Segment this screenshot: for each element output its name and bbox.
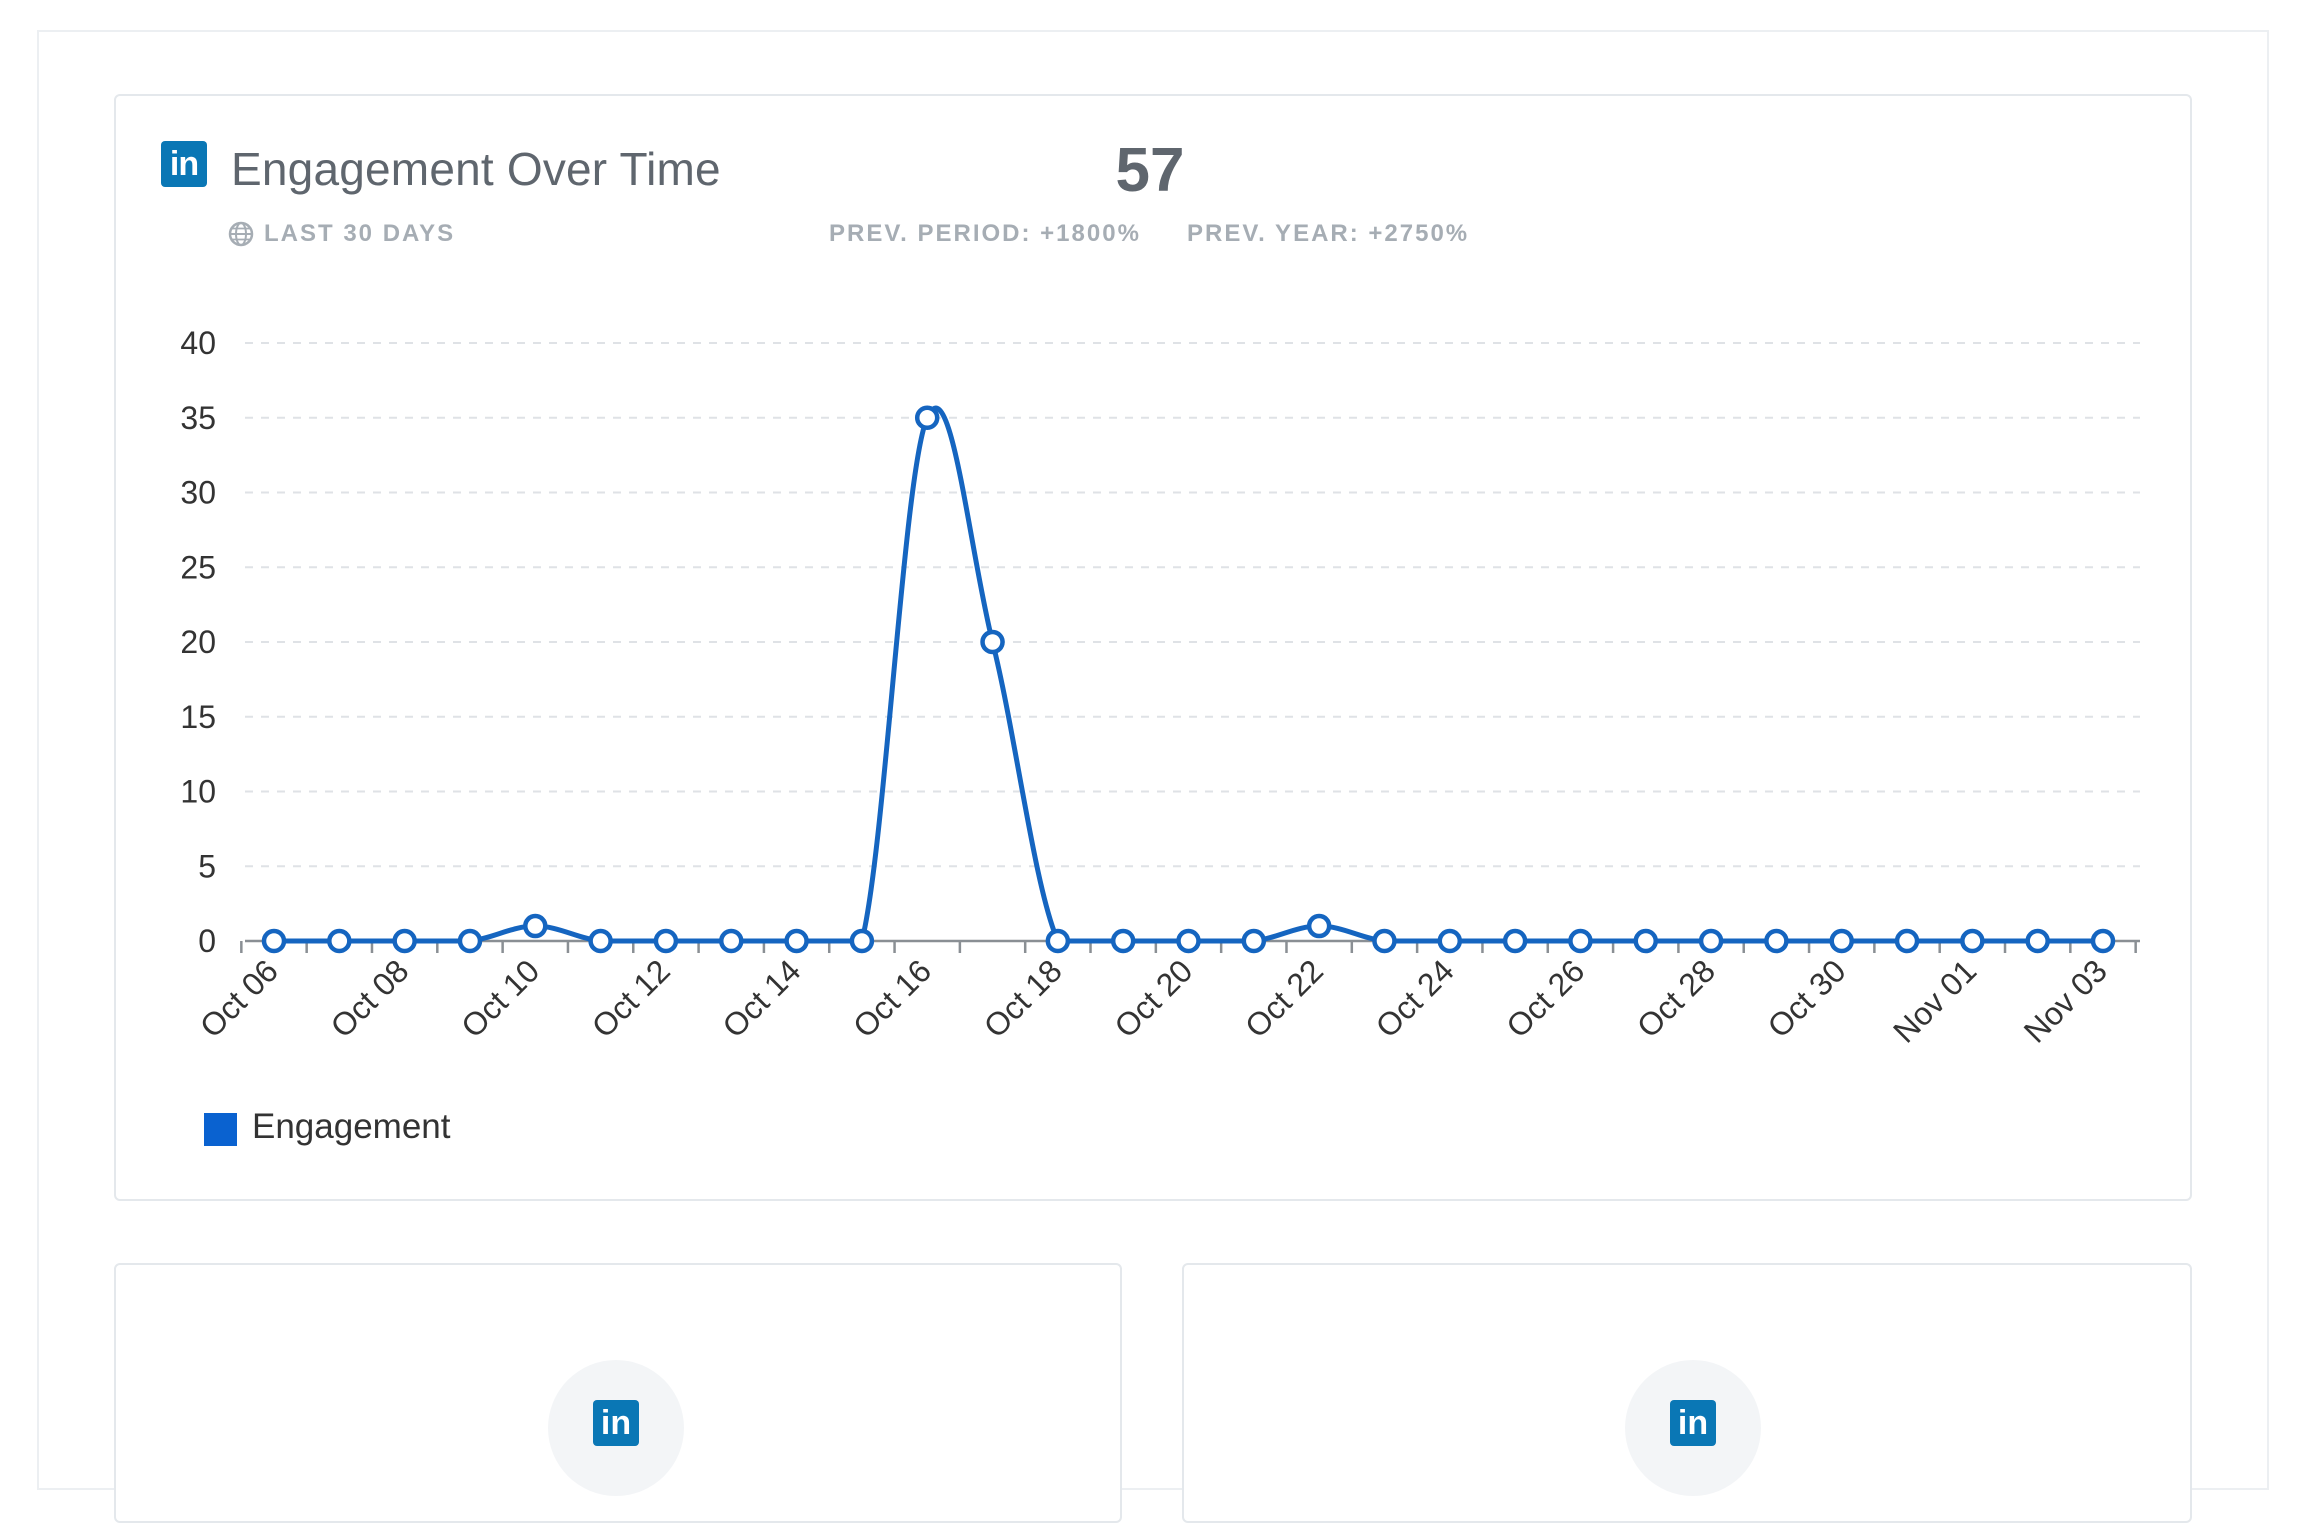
y-tick-label: 0 xyxy=(198,923,216,959)
x-axis-labels: Oct 06 Oct 08 Oct 10 Oct 12 Oct 14 Oct 16 Oct … xyxy=(193,952,2114,1049)
chart-title: Engagement Over Time xyxy=(231,143,721,195)
y-tick-label: 25 xyxy=(180,549,216,585)
data-point xyxy=(1437,928,1463,954)
data-point xyxy=(1306,913,1332,939)
x-tick-label: Oct 30 xyxy=(1761,952,1853,1044)
x-tick-label: Oct 08 xyxy=(323,952,415,1044)
x-tick-label: Oct 10 xyxy=(454,952,546,1044)
data-point xyxy=(1241,928,1267,954)
engagement-points xyxy=(261,405,2116,954)
y-tick-label: 5 xyxy=(198,848,216,884)
data-point xyxy=(1110,928,1136,954)
x-tick-label: Nov 01 xyxy=(1886,952,1983,1049)
linkedin-icon: in xyxy=(161,141,207,187)
data-point xyxy=(327,928,352,954)
data-point xyxy=(1698,928,1724,954)
engagement-card xyxy=(114,94,2192,1201)
data-point xyxy=(914,405,940,430)
legend-label[interactable]: Engagement xyxy=(252,1107,451,1146)
total-value: 57 xyxy=(1115,136,1185,205)
x-tick-label: Oct 26 xyxy=(1499,952,1591,1044)
data-point xyxy=(1502,928,1528,954)
data-point xyxy=(1829,928,1854,954)
data-point xyxy=(1633,928,1658,954)
y-tick-label: 35 xyxy=(180,400,216,436)
prev-year-change: PREV. YEAR: +2750% xyxy=(1187,220,1470,247)
legend-swatch[interactable] xyxy=(204,1113,237,1146)
engagement-series-line xyxy=(274,405,2103,944)
data-point xyxy=(1894,928,1920,954)
linkedin-icon: in xyxy=(593,1400,639,1446)
y-tick-label: 40 xyxy=(180,325,216,361)
data-point xyxy=(2090,928,2116,954)
x-tick-label: Nov 03 xyxy=(2017,952,2114,1049)
data-point xyxy=(784,928,809,954)
x-tick-label: Oct 24 xyxy=(1369,952,1461,1044)
data-point xyxy=(653,928,679,954)
data-point xyxy=(719,928,744,954)
data-point xyxy=(588,928,613,954)
x-tick-label: Oct 12 xyxy=(585,952,677,1044)
data-point xyxy=(261,928,287,954)
linkedin-icon: in xyxy=(1670,1400,1716,1446)
data-point xyxy=(980,629,1005,655)
globe-icon xyxy=(228,221,254,247)
date-range-label[interactable]: LAST 30 DAYS xyxy=(264,220,456,247)
data-point xyxy=(523,913,548,939)
x-tick-label: Oct 22 xyxy=(1238,952,1330,1044)
x-tick-label: Oct 18 xyxy=(977,952,1069,1044)
y-tick-label: 20 xyxy=(180,624,216,660)
x-tick-label: Oct 20 xyxy=(1107,952,1199,1044)
x-tick-label: Oct 28 xyxy=(1630,952,1722,1044)
x-tick-label: Oct 14 xyxy=(715,952,807,1044)
data-point xyxy=(849,928,875,954)
grid-lines xyxy=(245,342,2140,868)
data-point xyxy=(1372,928,1397,954)
data-point xyxy=(2025,928,2050,954)
y-tick-label: 10 xyxy=(180,774,216,810)
y-tick-label: 15 xyxy=(180,699,216,735)
data-point xyxy=(1960,928,1985,954)
y-axis-labels: 0 5 10 15 20 25 30 35 40 xyxy=(180,325,216,959)
y-tick-label: 30 xyxy=(180,475,216,511)
prev-period-change: PREV. PERIOD: +1800% xyxy=(829,220,1141,247)
data-point xyxy=(392,928,417,954)
x-tick-label: Oct 06 xyxy=(193,952,285,1044)
data-point xyxy=(457,928,483,954)
data-point xyxy=(1045,928,1071,954)
data-point xyxy=(1568,928,1593,954)
data-point xyxy=(1176,928,1201,954)
engagement-chart: 0 5 10 15 20 25 30 35 40 Oct 06 Oct 08 Oct 10 Oct 1… xyxy=(180,325,2140,1050)
data-point xyxy=(1764,928,1789,954)
x-tick-label: Oct 16 xyxy=(846,952,938,1044)
